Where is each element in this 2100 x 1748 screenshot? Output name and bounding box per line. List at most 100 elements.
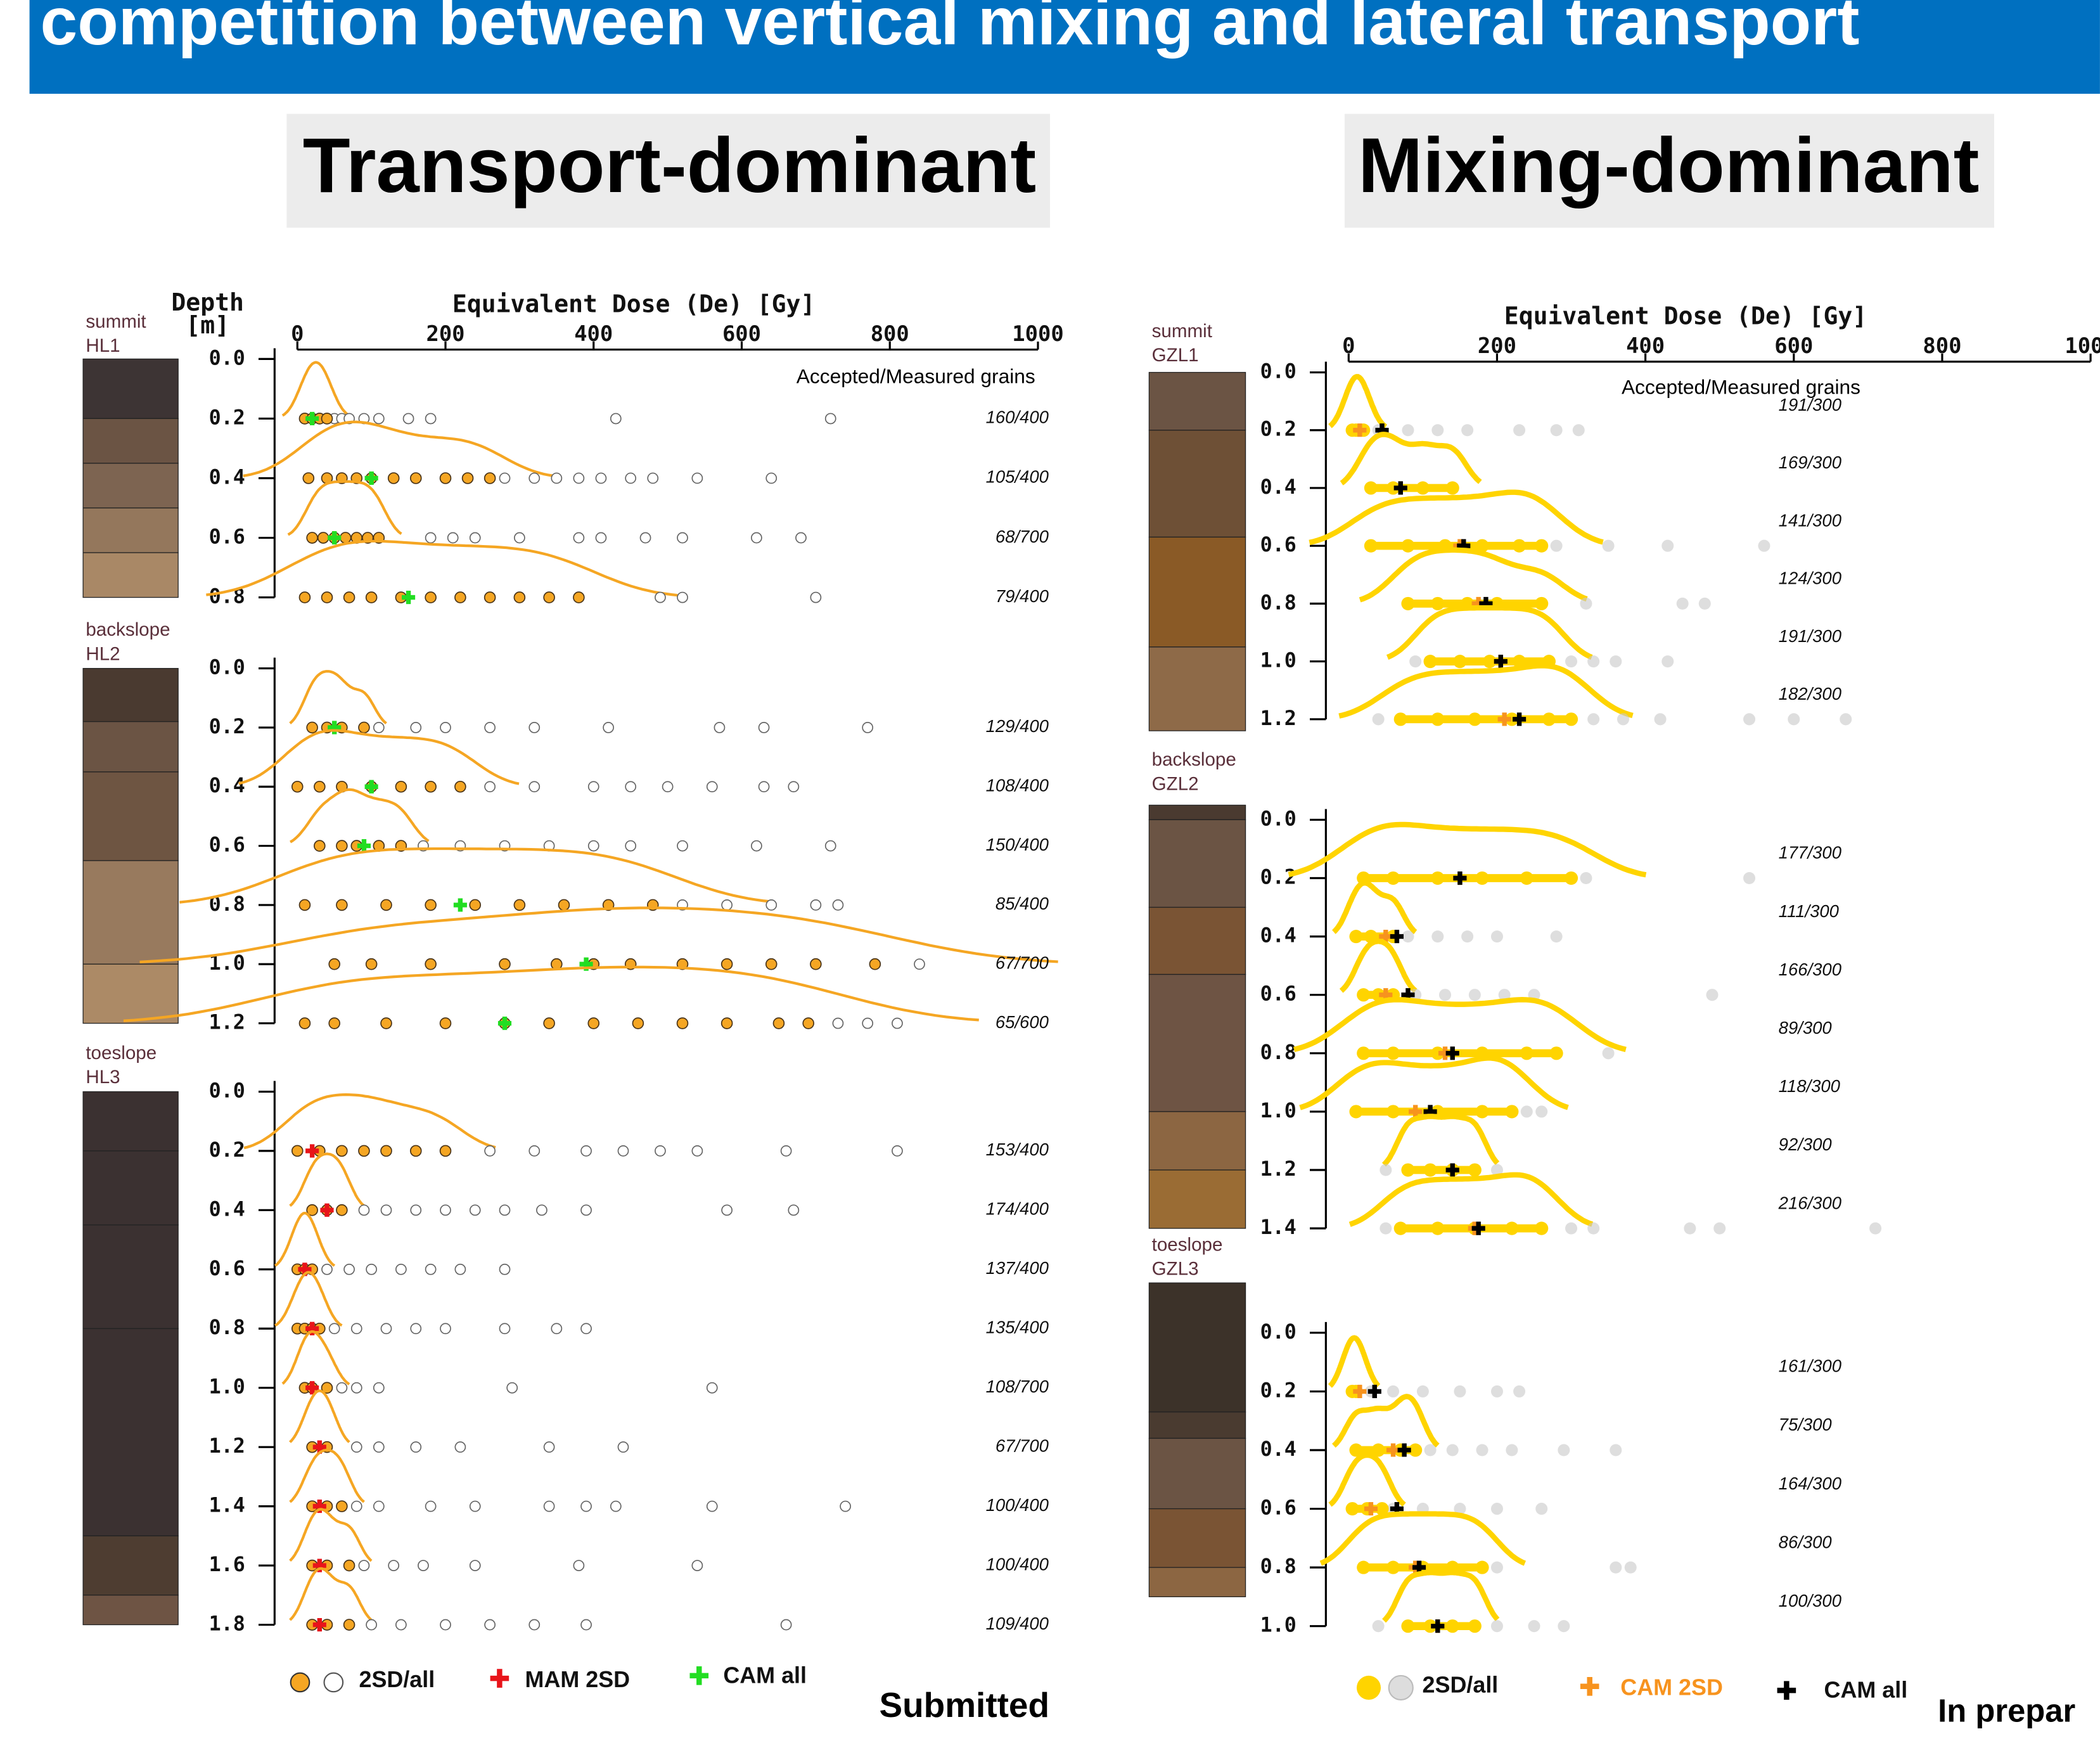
rejected-grain: [1468, 989, 1481, 1001]
mam-marker: [305, 1144, 319, 1158]
rejected-grain: [380, 1204, 392, 1216]
rejected-grain: [484, 722, 496, 733]
rejected-grain: [1565, 1222, 1578, 1235]
rejected-grain: [321, 1263, 333, 1275]
density-curve: [1299, 1055, 1569, 1110]
rejected-grain: [1372, 713, 1385, 726]
soil-layer: [82, 1091, 179, 1152]
rejected-grain: [1624, 1561, 1637, 1574]
y-tick-label: 0.2: [209, 406, 245, 429]
accepted-grain: [676, 1017, 689, 1029]
y-tick-label: 0.4: [209, 466, 245, 489]
rejected-grain: [587, 840, 599, 852]
soil-layer: [1148, 430, 1246, 538]
rejected-grain: [1409, 989, 1422, 1001]
rejected-grain: [1476, 1444, 1489, 1456]
y-tick-label: 1.0: [1260, 1100, 1296, 1122]
y-tick-label: 0.8: [1260, 591, 1296, 614]
y-tick-label: 0.2: [1260, 1379, 1296, 1402]
accepted-grain: [1386, 481, 1400, 495]
status-label: In prepar: [1938, 1692, 2075, 1728]
rejected-grain: [350, 1441, 362, 1453]
accepted-grain: [317, 532, 330, 544]
rejected-grain: [1565, 655, 1578, 668]
soil-layer: [1148, 1411, 1246, 1439]
rejected-grain: [373, 722, 385, 733]
rejected-grain: [380, 1323, 392, 1335]
accepted-grain: [1364, 481, 1378, 495]
grain-ratio: 191/300: [1779, 395, 1842, 415]
soil-layer: [1148, 804, 1246, 821]
y-tick-label: 0.0: [209, 347, 245, 370]
soil-layer: [82, 667, 179, 723]
rejected-grain: [706, 1500, 718, 1512]
y-tick-label: 0.4: [209, 1198, 245, 1221]
x-tick-label: 1000: [1012, 321, 1063, 346]
site-id: HL3: [86, 1067, 120, 1088]
status-label: Submitted: [879, 1685, 1049, 1725]
cam-all-marker: [1397, 1443, 1411, 1457]
accepted-grain: [380, 1145, 392, 1157]
accepted-grain: [483, 472, 496, 484]
mam-marker: [312, 1617, 326, 1632]
rejected-grain: [655, 591, 666, 603]
rejected-grain: [499, 1323, 511, 1335]
rejected-grain: [1758, 539, 1770, 552]
rejected-grain: [1454, 1385, 1466, 1398]
site-id: GZL3: [1152, 1258, 1199, 1279]
rejected-grain: [410, 1441, 422, 1453]
grain-ratio: 137/400: [986, 1258, 1049, 1278]
rejected-grain: [528, 722, 541, 733]
accepted-grain: [1416, 481, 1430, 495]
rejected-grain: [1490, 1385, 1503, 1398]
y-tick-label: 1.4: [209, 1494, 245, 1517]
rejected-grain: [677, 840, 688, 852]
density-curve: [289, 1508, 373, 1562]
rejected-grain: [824, 840, 836, 852]
grain-ratio: 111/300: [1779, 901, 1840, 921]
accepted-grain: [321, 413, 333, 425]
x-tick-label: 0: [291, 321, 304, 346]
density-curve: [1309, 489, 1604, 546]
y-axis-label: [m]: [186, 311, 229, 339]
y-tick-label: 1.0: [209, 1376, 245, 1399]
accepted-grain: [1357, 988, 1371, 1002]
rejected-grain: [824, 413, 836, 425]
grain-ratio: 169/300: [1779, 453, 1842, 472]
accepted-grain: [1445, 1619, 1459, 1633]
density-curve: [1340, 432, 1482, 485]
rejected-grain: [691, 1560, 703, 1571]
accepted-grain: [425, 591, 437, 603]
soil-layer: [1148, 1169, 1246, 1229]
rejected-grain: [1684, 1222, 1696, 1235]
accepted-grain: [314, 840, 326, 852]
rejected-grain: [1506, 1444, 1518, 1456]
rejected-grain: [750, 840, 762, 852]
legend-label: MAM 2SD: [525, 1666, 631, 1692]
density-curve: [289, 1152, 365, 1207]
rejected-grain: [1513, 424, 1526, 437]
site-id: HL2: [86, 643, 120, 664]
legend-label: 2SD/all: [1423, 1671, 1499, 1697]
rejected-grain: [366, 1263, 378, 1275]
rejected-grain: [1558, 1444, 1570, 1456]
accepted-grain: [543, 1017, 555, 1029]
rejected-grain: [1409, 655, 1422, 668]
accepted-grain: [343, 591, 355, 603]
rejected-grain: [410, 1323, 422, 1335]
legend-label: CAM 2SD: [1620, 1674, 1723, 1700]
mam-marker: [305, 1321, 319, 1335]
soil-layer: [1148, 974, 1246, 1112]
grain-ratio: 161/300: [1779, 1356, 1842, 1376]
cam-all-marker: [1367, 1384, 1381, 1398]
legend-label: CAM all: [723, 1662, 807, 1688]
rejected-grain: [1610, 1444, 1622, 1456]
accepted-grain: [513, 591, 526, 603]
rejected-grain: [350, 1382, 362, 1394]
site-label: toeslope: [1152, 1234, 1223, 1255]
accepted-grain: [1535, 596, 1549, 610]
cam-all-marker: [328, 530, 342, 545]
rejected-grain: [758, 722, 770, 733]
rejected-grain: [388, 1560, 400, 1571]
